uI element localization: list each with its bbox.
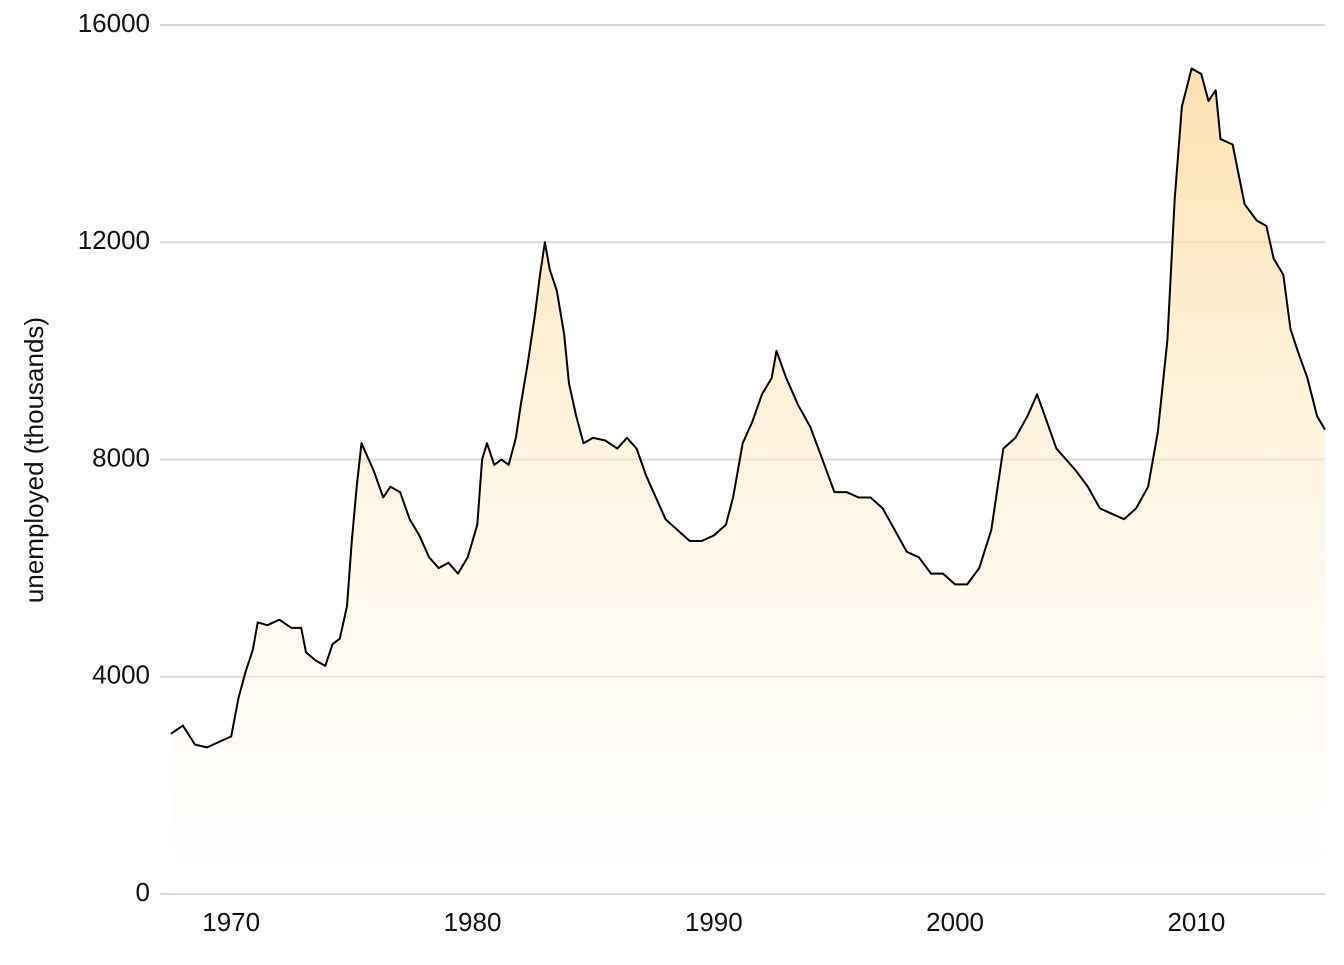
y-tick-label: 12000 <box>78 225 150 255</box>
x-tick-label: 1970 <box>202 907 260 937</box>
y-tick-label: 16000 <box>78 8 150 38</box>
x-tick-label: 1980 <box>444 907 502 937</box>
x-tick-label: 2000 <box>926 907 984 937</box>
x-tick-label: 1990 <box>685 907 743 937</box>
y-tick-label: 4000 <box>92 660 150 690</box>
line <box>170 67 1326 749</box>
y-tick-label: 8000 <box>92 442 150 472</box>
x-tick-label: 2010 <box>1167 907 1225 937</box>
y-axis-label: unemployed (thousands) <box>19 317 49 603</box>
y-tick-label: 0 <box>136 877 150 907</box>
area <box>170 68 1325 894</box>
